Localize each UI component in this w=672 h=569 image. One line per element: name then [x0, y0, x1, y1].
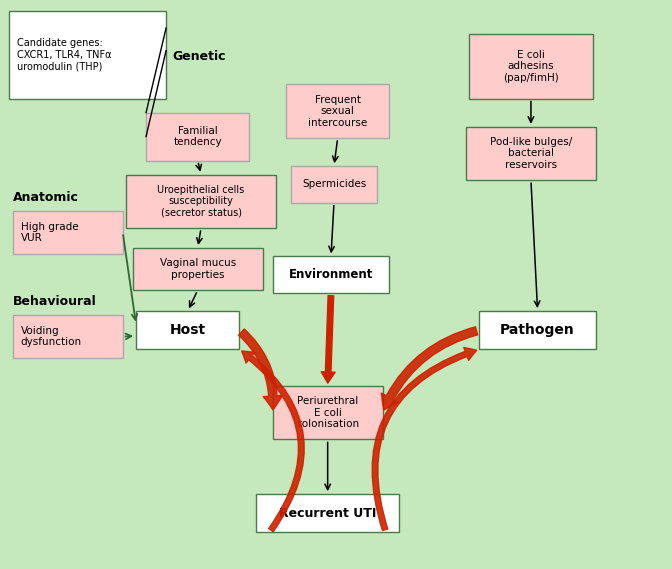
FancyBboxPatch shape: [146, 113, 249, 160]
Text: Behavioural: Behavioural: [13, 295, 97, 308]
FancyBboxPatch shape: [256, 494, 399, 533]
Text: Recurrent UTI: Recurrent UTI: [279, 507, 376, 519]
FancyBboxPatch shape: [136, 311, 239, 349]
FancyBboxPatch shape: [133, 248, 263, 290]
Text: Environment: Environment: [289, 268, 373, 281]
Text: Vaginal mucus
properties: Vaginal mucus properties: [159, 258, 236, 280]
Text: Periurethral
E coli
colonisation: Periurethral E coli colonisation: [296, 396, 360, 429]
FancyBboxPatch shape: [466, 127, 596, 180]
FancyBboxPatch shape: [13, 211, 123, 254]
Text: E coli
adhesins
(pap/fimH): E coli adhesins (pap/fimH): [503, 50, 559, 83]
Text: Pod-like bulges/
bacterial
reservoirs: Pod-like bulges/ bacterial reservoirs: [490, 137, 572, 170]
Text: Voiding
dysfunction: Voiding dysfunction: [21, 326, 82, 348]
FancyArrowPatch shape: [242, 351, 304, 532]
FancyBboxPatch shape: [291, 166, 377, 203]
Text: Anatomic: Anatomic: [13, 191, 79, 204]
FancyArrowPatch shape: [321, 296, 335, 383]
Text: High grade
VUR: High grade VUR: [21, 221, 79, 243]
FancyBboxPatch shape: [9, 11, 166, 98]
FancyArrowPatch shape: [239, 329, 282, 410]
FancyBboxPatch shape: [479, 311, 596, 349]
FancyArrowPatch shape: [381, 327, 478, 410]
FancyBboxPatch shape: [126, 175, 276, 228]
Text: Candidate genes:
CXCR1, TLR4, TNFα
uromodulin (THP): Candidate genes: CXCR1, TLR4, TNFα uromo…: [17, 38, 112, 72]
FancyBboxPatch shape: [13, 315, 123, 358]
FancyBboxPatch shape: [286, 84, 389, 138]
Text: Spermicides: Spermicides: [302, 179, 366, 189]
Text: Genetic: Genetic: [173, 50, 226, 63]
Text: Uroepithelial cells
susceptibility
(secretor status): Uroepithelial cells susceptibility (secr…: [157, 185, 245, 218]
FancyArrowPatch shape: [372, 348, 476, 531]
Text: Pathogen: Pathogen: [500, 323, 575, 337]
FancyBboxPatch shape: [273, 386, 382, 439]
Text: Host: Host: [169, 323, 206, 337]
Text: Familial
tendency: Familial tendency: [173, 126, 222, 147]
FancyBboxPatch shape: [469, 34, 593, 98]
FancyBboxPatch shape: [273, 256, 389, 293]
Text: Frequent
sexual
intercourse: Frequent sexual intercourse: [308, 94, 368, 128]
